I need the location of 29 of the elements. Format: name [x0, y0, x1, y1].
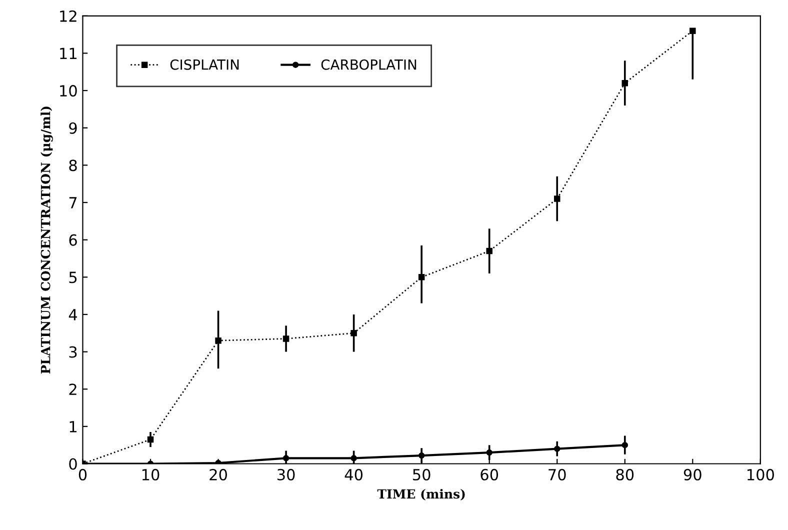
- y-tick-label: 2: [69, 384, 76, 395]
- x-tick-label: 50: [413, 468, 430, 480]
- x-tick-label: 40: [344, 468, 363, 480]
- x-axis-title: TIME (mins): [377, 488, 465, 500]
- y-tick-label: 10: [60, 85, 77, 97]
- y-tick-label: 0: [69, 458, 77, 470]
- x-tick-label: 30: [277, 468, 295, 480]
- x-tick-label: 70: [548, 468, 566, 480]
- x-tick-label: 20: [210, 468, 227, 480]
- y-tick-label: 4: [68, 309, 78, 320]
- y-tick-label: 9: [69, 122, 77, 134]
- x-tick-label: 10: [142, 468, 160, 480]
- x-tick-label: 60: [480, 468, 498, 480]
- x-tick-label: 90: [684, 468, 702, 480]
- y-tick-label: 8: [69, 160, 77, 172]
- x-tick-label: 0: [78, 468, 87, 480]
- y-tick-label: 6: [69, 234, 77, 246]
- legend-label: CARBOPLATIN: [321, 59, 416, 70]
- legend-label: CISPLATIN: [170, 59, 239, 70]
- y-axis-title: PLATINUM CONCENTRATION (μg/ml): [40, 106, 53, 374]
- y-tick-label: 1: [70, 421, 76, 432]
- y-tick-label: 11: [60, 48, 76, 60]
- y-tick-label: 12: [60, 10, 76, 22]
- y-tick-label: 7: [69, 197, 77, 208]
- y-tick-label: 3: [69, 346, 77, 358]
- x-tick-label: 80: [616, 468, 634, 480]
- y-tick-label: 5: [69, 272, 77, 284]
- point: [690, 28, 696, 34]
- x-tick-label: 100: [748, 468, 774, 480]
